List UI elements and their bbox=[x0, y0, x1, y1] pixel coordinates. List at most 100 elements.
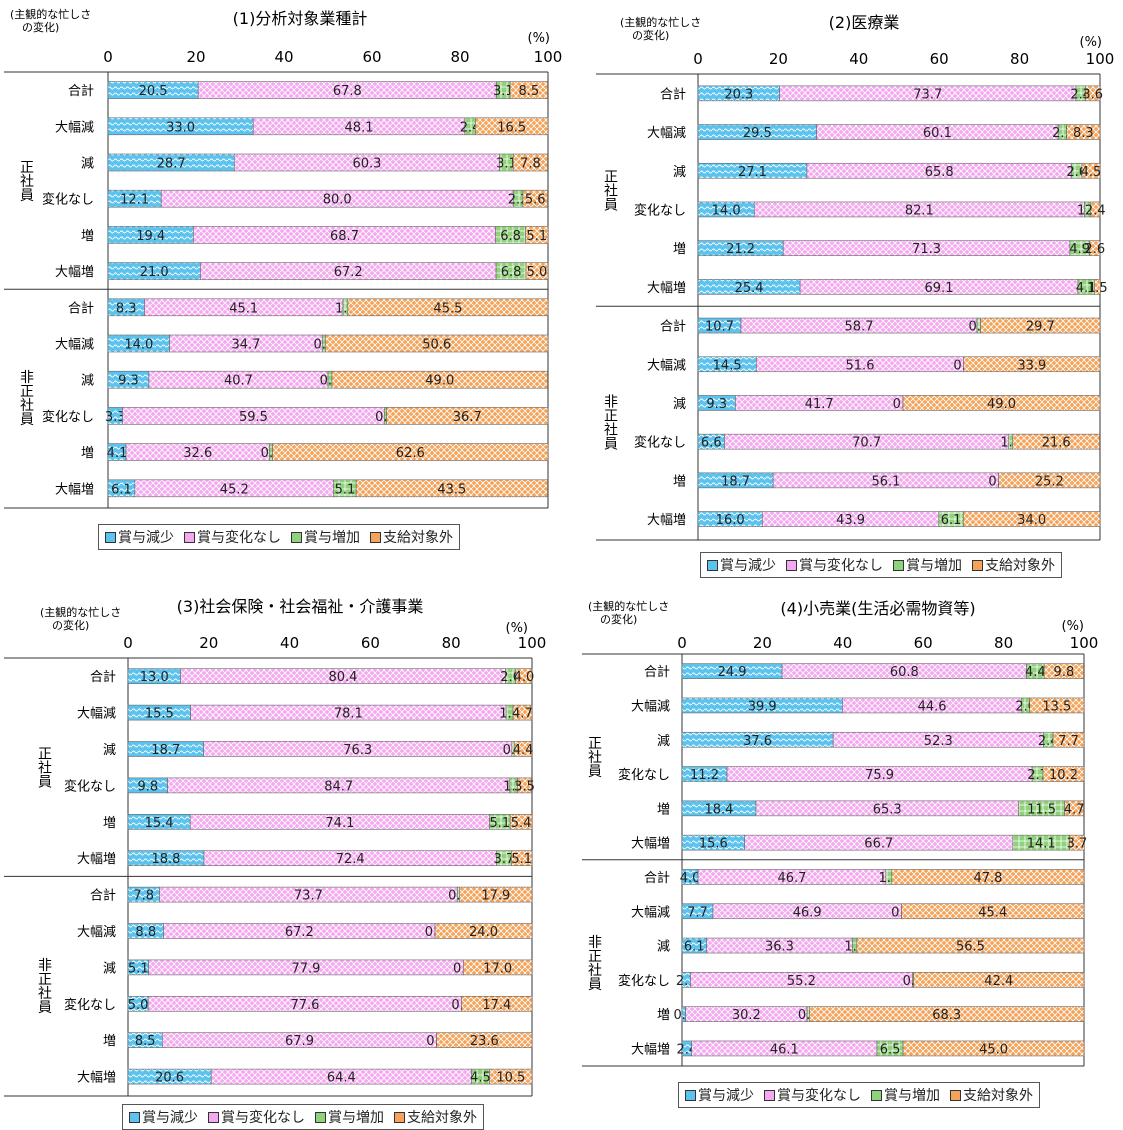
data-label: 62.6 bbox=[396, 446, 425, 461]
data-label: 6.5 bbox=[880, 1042, 901, 1057]
category-label: 合計 bbox=[68, 300, 94, 316]
data-label: 7.7 bbox=[1058, 734, 1079, 749]
data-label: 76.3 bbox=[343, 743, 372, 758]
data-label: 72.4 bbox=[336, 852, 365, 867]
data-label: 14.0 bbox=[712, 203, 741, 218]
data-label: 18.4 bbox=[705, 802, 734, 817]
y-axis-note: (主観的な忙しさの変化) bbox=[40, 605, 121, 632]
data-label: 18.7 bbox=[151, 743, 180, 758]
data-label: 21.2 bbox=[726, 242, 755, 257]
chart-title: (4)小売業(生活必需物資等) bbox=[780, 599, 975, 618]
legend-swatch bbox=[105, 532, 116, 543]
legend-item-increase: 賞与増加 bbox=[291, 527, 360, 547]
legend-item-nochange: 賞与変化なし bbox=[786, 555, 883, 575]
data-label: 14.0 bbox=[124, 338, 153, 353]
data-label: 46.1 bbox=[770, 1042, 799, 1057]
data-label: 4.7 bbox=[1064, 802, 1085, 817]
data-label: 6.6 bbox=[701, 436, 722, 451]
tick-label: 40 bbox=[274, 48, 293, 66]
data-label: 5.1 bbox=[490, 816, 511, 831]
y-axis-note: (主観的な忙しさの変化) bbox=[620, 15, 701, 42]
data-label: 5.1 bbox=[335, 482, 356, 497]
category-label: 減 bbox=[657, 733, 670, 749]
tick-label: 0 bbox=[693, 50, 703, 68]
group-label: 正社員 bbox=[36, 746, 52, 788]
data-label: 60.8 bbox=[890, 665, 919, 680]
legend-swatch bbox=[764, 1090, 775, 1101]
data-label: 64.4 bbox=[327, 1071, 356, 1086]
data-label: 3.6 bbox=[1082, 87, 1103, 102]
data-label: 24.0 bbox=[469, 925, 498, 940]
tick-label: 0 bbox=[123, 634, 133, 652]
data-label: 56.5 bbox=[956, 940, 985, 955]
data-label: 33.0 bbox=[166, 120, 195, 135]
category-label: 大幅増 bbox=[77, 1071, 116, 1086]
data-label: 71.3 bbox=[912, 242, 941, 257]
data-label: 9.3 bbox=[118, 374, 139, 389]
data-label: 4.5 bbox=[470, 1071, 491, 1086]
data-label: 5.0 bbox=[527, 265, 548, 280]
category-label: 大幅減 bbox=[631, 904, 670, 920]
data-label: 30.2 bbox=[732, 1008, 761, 1023]
data-label: 25.2 bbox=[1035, 474, 1064, 489]
data-label: 82.1 bbox=[905, 203, 934, 218]
category-label: 増 bbox=[657, 802, 670, 817]
tick-label: 0 bbox=[677, 634, 687, 652]
category-label: 減 bbox=[103, 960, 116, 976]
data-label: 4.5 bbox=[1081, 165, 1102, 180]
tick-label: 100 bbox=[1070, 634, 1099, 652]
tick-label: 60 bbox=[362, 48, 381, 66]
group-label: 正社員 bbox=[586, 736, 602, 778]
legend-label: 賞与増加 bbox=[328, 1107, 384, 1127]
legend-item-increase: 賞与増加 bbox=[893, 555, 962, 575]
category-label: 増 bbox=[673, 242, 686, 257]
category-label: 大幅増 bbox=[55, 265, 94, 280]
data-label: 5.1 bbox=[128, 961, 149, 976]
category-label: 大幅増 bbox=[647, 281, 686, 296]
data-label: 69.1 bbox=[925, 281, 954, 296]
data-label: 17.0 bbox=[483, 961, 512, 976]
data-label: 60.1 bbox=[923, 126, 952, 141]
data-label: 9.8 bbox=[137, 779, 158, 794]
data-label: 19.4 bbox=[136, 229, 165, 244]
category-label: 増 bbox=[103, 816, 116, 831]
tick-label: 100 bbox=[534, 48, 563, 66]
legend-item-notpay: 支給対象外 bbox=[950, 1085, 1033, 1105]
category-label: 大幅増 bbox=[631, 1042, 670, 1057]
tick-label: 80 bbox=[994, 634, 1013, 652]
data-label: 84.7 bbox=[324, 779, 353, 794]
data-label: 59.5 bbox=[239, 410, 268, 425]
data-label: 8.5 bbox=[135, 1034, 156, 1049]
data-label: 55.2 bbox=[787, 974, 816, 989]
tick-label: 40 bbox=[849, 50, 868, 68]
data-label: 41.7 bbox=[805, 397, 834, 412]
data-label: 77.6 bbox=[290, 998, 319, 1013]
data-label: 34.0 bbox=[1017, 513, 1046, 528]
tick-label: 100 bbox=[518, 634, 547, 652]
data-label: 6.1 bbox=[111, 482, 132, 497]
category-label: 大幅増 bbox=[77, 852, 116, 867]
legend-item-reduce: 賞与減少 bbox=[685, 1085, 754, 1105]
data-label: 11.5 bbox=[1027, 802, 1056, 817]
legend-label: 賞与減少 bbox=[720, 555, 776, 575]
data-label: 67.2 bbox=[334, 265, 363, 280]
data-label: 51.6 bbox=[846, 358, 875, 373]
data-label: 11.2 bbox=[690, 768, 719, 783]
legend-2: 賞与減少賞与変化なし賞与増加支給対象外 bbox=[700, 552, 1062, 578]
data-label: 3.5 bbox=[514, 779, 535, 794]
tick-label: 0 bbox=[103, 48, 113, 66]
group-label: 正社員 bbox=[18, 160, 34, 202]
legend-swatch bbox=[685, 1090, 696, 1101]
y-axis-note: (主観的な忙しさの変化) bbox=[10, 7, 91, 34]
data-label: 78.1 bbox=[334, 707, 363, 722]
category-label: 変化なし bbox=[634, 202, 686, 218]
category-label: 大幅減 bbox=[631, 698, 670, 714]
data-label: 36.7 bbox=[453, 410, 482, 425]
